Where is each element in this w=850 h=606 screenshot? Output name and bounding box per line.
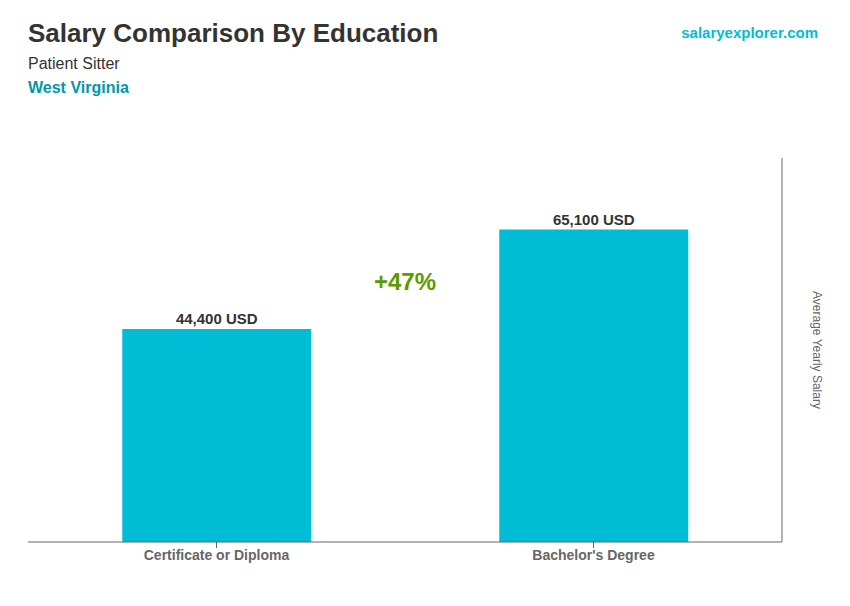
svg-text:Certificate or Diploma: Certificate or Diploma (144, 547, 290, 563)
html-text:Salary Comparison By Education: Salary Comparison By Education (28, 18, 439, 48)
html-text:Patient Sitter: Patient Sitter (28, 55, 120, 72)
html-text:salaryexplorer.com: salaryexplorer.com (681, 24, 818, 41)
html-text:+47%: +47% (374, 268, 436, 295)
html-text:West Virginia: West Virginia (28, 79, 129, 96)
svg-text:Bachelor's Degree: Bachelor's Degree (532, 547, 655, 563)
svg-text:44,400 USD: 44,400 USD (176, 310, 258, 327)
svg-text:Average Yearly Salary: Average Yearly Salary (810, 291, 824, 409)
svg-text:65,100 USD: 65,100 USD (553, 211, 635, 228)
